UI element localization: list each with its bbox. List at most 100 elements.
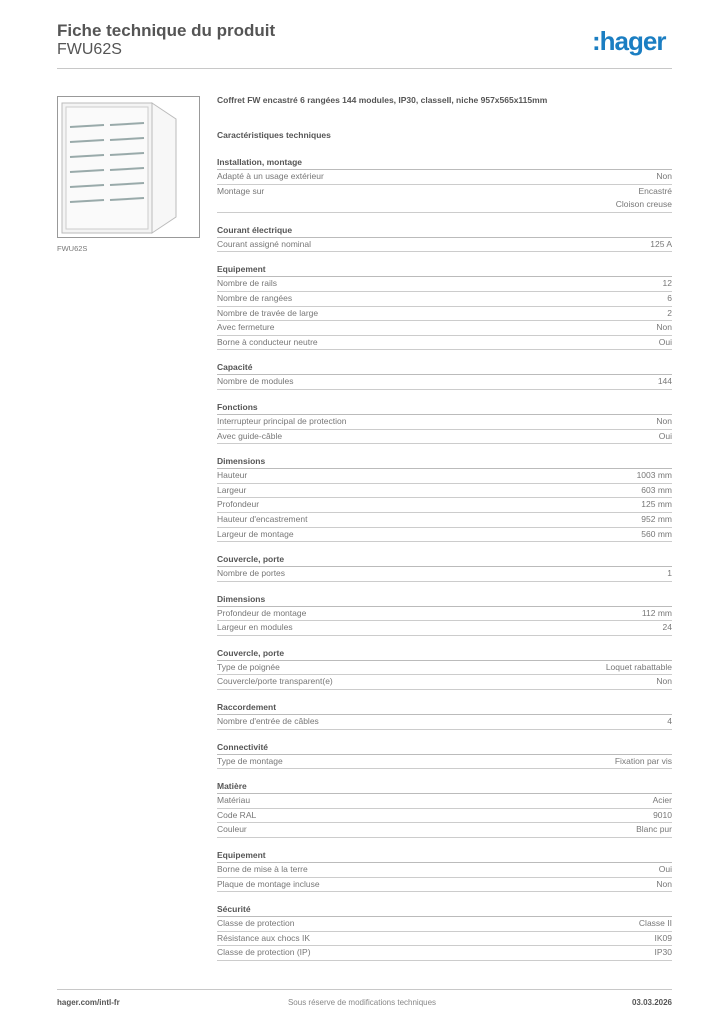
spec-row: Matériau Acier [217, 794, 672, 809]
product-description: Coffret FW encastré 6 rangées 144 module… [217, 95, 548, 105]
spec-row: Largeur en modules 24 [217, 621, 672, 636]
spec-section: Sécurité Classe de protection Classe II Rés… [217, 902, 672, 961]
spec-section: Matière Matériau Acier Code RAL 9010 Couleur B… [217, 779, 672, 839]
spec-label: Couleur [217, 824, 247, 835]
spec-value: Non [656, 171, 672, 181]
spec-label: Borne de mise à la terre [217, 864, 308, 875]
spec-label: Nombre de rails [217, 278, 277, 289]
section-title: Couvercle, porte [217, 552, 672, 568]
spec-value: 1003 mm [636, 470, 672, 481]
spec-value: Encastré Cloison creuse [615, 185, 672, 210]
spec-row: Classe de protection (IP) IP30 [217, 946, 672, 961]
spec-label: Borne à conducteur neutre [217, 336, 318, 347]
footer-website-link[interactable]: hager.com/intl-fr [57, 998, 120, 1007]
spec-label: Nombre d'entrée de câbles [217, 716, 319, 727]
spec-label: Nombre de modules [217, 376, 294, 387]
spec-value: 2 [667, 307, 672, 318]
spec-value: Blanc pur [636, 824, 672, 835]
spec-value: Acier [652, 795, 672, 806]
spec-value: Non [656, 415, 672, 426]
spec-column: Coffret FW encastré 6 rangées 144 module… [217, 95, 672, 961]
spec-label: Avec guide-câble [217, 430, 283, 441]
section-title: Dimensions [217, 592, 672, 607]
spec-row: Largeur de montage 560 mm [217, 528, 672, 543]
spec-row: Courant assigné nominal 125 A [217, 238, 672, 253]
spec-value: 144 [657, 376, 672, 387]
section-title: Capacité [217, 360, 672, 376]
spec-row: Borne de mise à la terre Oui [217, 863, 672, 878]
spec-section: Couvercle, porte Type de poignée Loquet ra… [217, 646, 672, 691]
spec-value: Classe II [638, 918, 672, 929]
spec-sections: Installation, montage Adapté à un usage e… [217, 155, 672, 961]
spec-label: Hauteur d'encastrement [217, 513, 308, 524]
spec-value: Oui [658, 430, 672, 441]
section-title: Matière [217, 779, 672, 795]
spec-section: Equipement Nombre de rails 12 Nombre de ran… [217, 262, 672, 351]
spec-value: 603 mm [641, 484, 672, 495]
spec-value: 12 [662, 278, 672, 289]
spec-value: Oui [658, 336, 672, 347]
spec-value: 1 [667, 568, 672, 579]
spec-label: Courant assigné nominal [217, 238, 312, 249]
spec-row: Nombre d'entrée de câbles 4 [217, 715, 672, 730]
spec-value: 24 [662, 622, 672, 633]
spec-row: Avec fermeture Non [217, 321, 672, 336]
spec-label: Profondeur de montage [217, 607, 307, 618]
spec-label: Résistance aux chocs IK [217, 932, 311, 943]
spec-value: 4 [667, 716, 672, 727]
spec-section: Raccordement Nombre d'entrée de câbles 4 [217, 700, 672, 730]
page-title: Fiche technique du produit [57, 21, 276, 40]
spec-value: 125 mm [641, 499, 672, 510]
product-image [57, 96, 200, 238]
spec-row: Classe de protection Classe II [217, 917, 672, 932]
spec-row: Nombre de travée de large 2 [217, 307, 672, 322]
footer-divider [57, 989, 672, 990]
spec-label: Avec fermeture [217, 322, 275, 333]
spec-value: 9010 [653, 809, 672, 820]
section-title: Equipement [217, 848, 672, 864]
spec-label: Hauteur [217, 470, 248, 481]
spec-label: Plaque de montage incluse [217, 878, 320, 889]
spec-row: Couvercle/porte transparent(e) Non [217, 675, 672, 691]
spec-row: Code RAL 9010 [217, 809, 672, 824]
spec-row: Interrupteur principal de protection Non [217, 415, 672, 430]
spec-label: Nombre de portes [217, 568, 286, 579]
spec-section: Capacité Nombre de modules 144 [217, 360, 672, 390]
spec-value: Non [656, 322, 672, 333]
spec-label: Matériau [217, 795, 251, 806]
spec-section: Dimensions Hauteur 1003 mm Largeur 603 mm Pro… [217, 454, 672, 543]
spec-row: Hauteur d'encastrement 952 mm [217, 513, 672, 528]
footer-date: 03.03.2026 [631, 998, 672, 1007]
spec-row: Adapté à un usage extérieur Non [217, 170, 672, 185]
spec-label: Largeur de montage [217, 528, 294, 539]
spec-row: Largeur 603 mm [217, 484, 672, 499]
section-title: Installation, montage [217, 155, 672, 170]
spec-label: Code RAL [217, 809, 257, 820]
section-title: Fonctions [217, 400, 672, 415]
spec-label: Nombre de rangées [217, 292, 293, 303]
spec-value: 952 mm [641, 513, 672, 524]
spec-label: Montage sur [217, 185, 265, 196]
spec-section: Couvercle, porte Nombre de portes 1 [217, 552, 672, 582]
section-title: Dimensions [217, 454, 672, 470]
distribution-box-illustration [61, 102, 177, 234]
spec-value: Loquet rabattable [605, 661, 672, 672]
spec-section: Equipement Borne de mise à la terre Oui Pla… [217, 848, 672, 893]
spec-row: Plaque de montage incluse Non [217, 878, 672, 893]
spec-row: Avec guide-câble Oui [217, 430, 672, 445]
spec-label: Type de poignée [217, 661, 280, 672]
spec-label: Interrupteur principal de protection [217, 415, 347, 426]
section-title: Equipement [217, 262, 672, 278]
header-divider [57, 68, 672, 69]
spec-value: IK09 [654, 932, 673, 943]
section-title: Connectivité [217, 740, 672, 755]
spec-row: Montage sur Encastré Cloison creuse [217, 185, 672, 213]
spec-row: Nombre de rangées 6 [217, 292, 672, 307]
section-title: Courant électrique [217, 223, 672, 238]
spec-label: Nombre de travée de large [217, 307, 319, 318]
section-title: Sécurité [217, 902, 672, 918]
spec-value: Oui [658, 864, 672, 875]
spec-section: Connectivité Type de montage Fixation par … [217, 740, 672, 770]
spec-section: Fonctions Interrupteur principal de prote… [217, 400, 672, 445]
spec-row: Type de montage Fixation par vis [217, 755, 672, 770]
